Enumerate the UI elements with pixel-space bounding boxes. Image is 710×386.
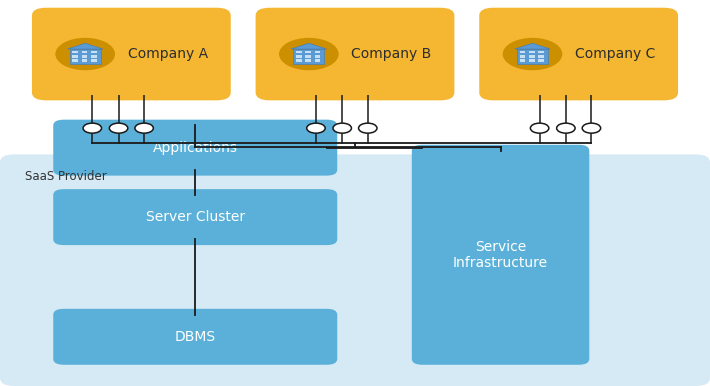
FancyBboxPatch shape <box>305 59 311 62</box>
FancyBboxPatch shape <box>520 59 525 62</box>
FancyBboxPatch shape <box>32 8 231 100</box>
FancyBboxPatch shape <box>520 55 525 58</box>
FancyBboxPatch shape <box>91 51 97 53</box>
FancyBboxPatch shape <box>305 51 311 53</box>
FancyBboxPatch shape <box>538 59 544 62</box>
FancyBboxPatch shape <box>315 59 320 62</box>
Text: Company A: Company A <box>128 47 208 61</box>
Circle shape <box>503 38 562 70</box>
Text: DBMS: DBMS <box>175 330 216 344</box>
Text: SaaS Provider: SaaS Provider <box>25 170 106 183</box>
Circle shape <box>279 38 339 70</box>
FancyBboxPatch shape <box>538 55 544 58</box>
FancyBboxPatch shape <box>293 49 324 64</box>
FancyBboxPatch shape <box>529 59 535 62</box>
FancyBboxPatch shape <box>296 59 302 62</box>
Polygon shape <box>515 43 550 49</box>
FancyBboxPatch shape <box>91 55 97 58</box>
FancyBboxPatch shape <box>0 154 710 386</box>
FancyBboxPatch shape <box>517 49 548 64</box>
FancyBboxPatch shape <box>412 145 589 365</box>
FancyBboxPatch shape <box>72 59 78 62</box>
Circle shape <box>582 123 601 133</box>
FancyBboxPatch shape <box>70 49 101 64</box>
FancyBboxPatch shape <box>479 8 678 100</box>
Text: Company C: Company C <box>575 47 655 61</box>
Circle shape <box>55 38 115 70</box>
Polygon shape <box>67 43 103 49</box>
Circle shape <box>307 123 325 133</box>
FancyBboxPatch shape <box>538 51 544 53</box>
Text: Service
Infrastructure: Service Infrastructure <box>453 240 548 270</box>
FancyBboxPatch shape <box>91 59 97 62</box>
Circle shape <box>359 123 377 133</box>
FancyBboxPatch shape <box>72 55 78 58</box>
FancyBboxPatch shape <box>256 8 454 100</box>
FancyBboxPatch shape <box>315 55 320 58</box>
FancyBboxPatch shape <box>82 55 87 58</box>
FancyBboxPatch shape <box>72 51 78 53</box>
Text: Applications: Applications <box>153 141 238 155</box>
FancyBboxPatch shape <box>315 51 320 53</box>
Circle shape <box>135 123 153 133</box>
FancyBboxPatch shape <box>53 189 337 245</box>
Polygon shape <box>291 43 327 49</box>
FancyBboxPatch shape <box>82 59 87 62</box>
FancyBboxPatch shape <box>82 51 87 53</box>
FancyBboxPatch shape <box>53 120 337 176</box>
Text: Company B: Company B <box>351 47 432 61</box>
FancyBboxPatch shape <box>296 51 302 53</box>
FancyBboxPatch shape <box>305 55 311 58</box>
FancyBboxPatch shape <box>529 51 535 53</box>
FancyBboxPatch shape <box>520 51 525 53</box>
FancyBboxPatch shape <box>296 55 302 58</box>
Circle shape <box>557 123 575 133</box>
Text: Server Cluster: Server Cluster <box>146 210 245 224</box>
Circle shape <box>109 123 128 133</box>
Circle shape <box>83 123 102 133</box>
Circle shape <box>333 123 351 133</box>
FancyBboxPatch shape <box>53 309 337 365</box>
FancyBboxPatch shape <box>529 55 535 58</box>
Circle shape <box>530 123 549 133</box>
